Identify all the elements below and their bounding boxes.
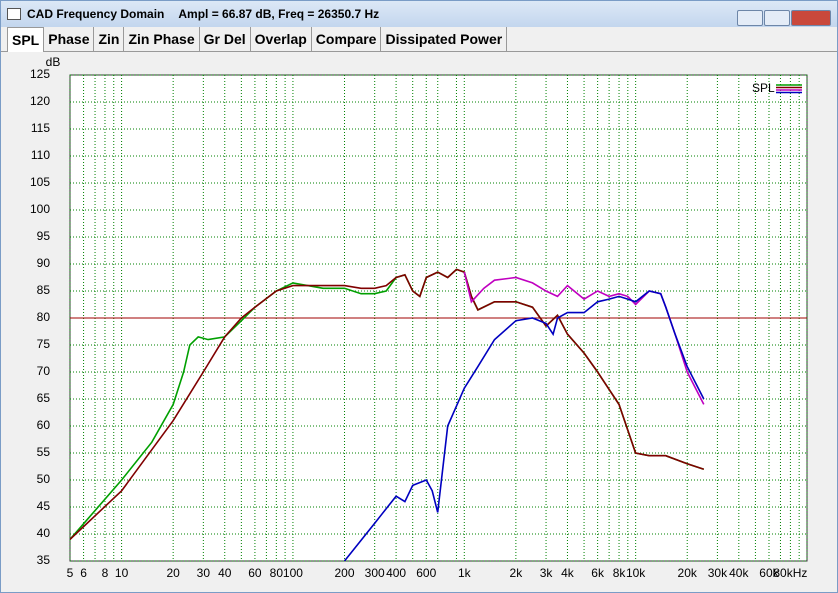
- y-tick-label: 55: [37, 445, 51, 459]
- x-tick-label: 2k: [510, 566, 524, 580]
- window-buttons: [736, 10, 831, 26]
- x-tick-label: 300: [365, 566, 385, 580]
- x-tick-label: 10: [115, 566, 129, 580]
- x-tick-label: 5: [67, 566, 74, 580]
- series-line: [70, 268, 705, 540]
- x-tick-label: 20: [166, 566, 180, 580]
- y-tick-label: 85: [37, 283, 51, 297]
- x-tick-label: 60: [248, 566, 262, 580]
- minimize-button[interactable]: [737, 10, 763, 26]
- tab[interactable]: Gr Del: [200, 27, 251, 51]
- y-tick-label: 125: [30, 67, 50, 81]
- x-tick-label: 1k: [458, 566, 472, 580]
- x-tick-label: 100: [283, 566, 303, 580]
- x-tick-label: 30: [197, 566, 211, 580]
- x-tick-label: 6: [80, 566, 87, 580]
- close-button[interactable]: [791, 10, 831, 26]
- y-tick-label: 90: [37, 256, 51, 270]
- legend-label: SPL: [752, 81, 775, 95]
- tab[interactable]: Compare: [312, 27, 382, 51]
- maximize-button[interactable]: [764, 10, 790, 26]
- x-tick-label: 80: [270, 566, 284, 580]
- y-tick-label: 65: [37, 391, 51, 405]
- y-tick-label: 100: [30, 202, 50, 216]
- x-tick-label: 4k: [561, 566, 575, 580]
- x-tick-label: 80kHz: [773, 566, 807, 580]
- x-tick-label: 10k: [626, 566, 646, 580]
- y-tick-label: 50: [37, 472, 51, 486]
- tab[interactable]: SPL: [7, 27, 45, 52]
- tab[interactable]: Phase: [44, 27, 95, 51]
- window-status: Ampl = 66.87 dB, Freq = 26350.7 Hz: [178, 7, 380, 21]
- y-tick-label: 45: [37, 499, 51, 513]
- y-axis-label: dB: [46, 55, 61, 69]
- tab[interactable]: Zin Phase: [124, 27, 200, 51]
- y-tick-label: 95: [37, 229, 51, 243]
- y-tick-label: 120: [30, 94, 50, 108]
- y-tick-label: 70: [37, 364, 51, 378]
- tab-bar: SPL Phase Zin Zin Phase Gr Del Overlap Compare…: [1, 27, 837, 52]
- series-line: [343, 290, 705, 561]
- y-tick-label: 40: [37, 526, 51, 540]
- tab[interactable]: Overlap: [251, 27, 312, 51]
- x-tick-label: 8: [102, 566, 109, 580]
- y-tick-label: 115: [31, 121, 50, 135]
- x-tick-label: 400: [386, 566, 406, 580]
- y-tick-label: 80: [37, 310, 51, 324]
- x-tick-label: 20k: [678, 566, 698, 580]
- y-tick-label: 110: [31, 148, 50, 162]
- y-tick-label: 35: [37, 553, 51, 567]
- x-tick-label: 6k: [591, 566, 605, 580]
- x-tick-label: 60k: [759, 566, 779, 580]
- x-tick-label: 200: [335, 566, 355, 580]
- title-bar: CAD Frequency Domain Ampl = 66.87 dB, Fr…: [1, 1, 837, 27]
- window-title: CAD Frequency Domain: [27, 7, 165, 21]
- x-tick-label: 40: [218, 566, 232, 580]
- y-tick-label: 75: [37, 337, 51, 351]
- y-tick-label: 60: [37, 418, 51, 432]
- app-icon: [7, 8, 21, 20]
- tab[interactable]: Dissipated Power: [381, 27, 508, 51]
- x-tick-label: 600: [416, 566, 436, 580]
- chart: dB 3540455055606570758085909510010511011…: [30, 55, 808, 580]
- x-tick-label: 3k: [540, 566, 554, 580]
- x-tick-label: 30k: [708, 566, 728, 580]
- y-tick-label: 105: [30, 175, 50, 189]
- tab[interactable]: Zin: [94, 27, 125, 51]
- x-tick-label: 40k: [729, 566, 749, 580]
- x-tick-label: 8k: [613, 566, 627, 580]
